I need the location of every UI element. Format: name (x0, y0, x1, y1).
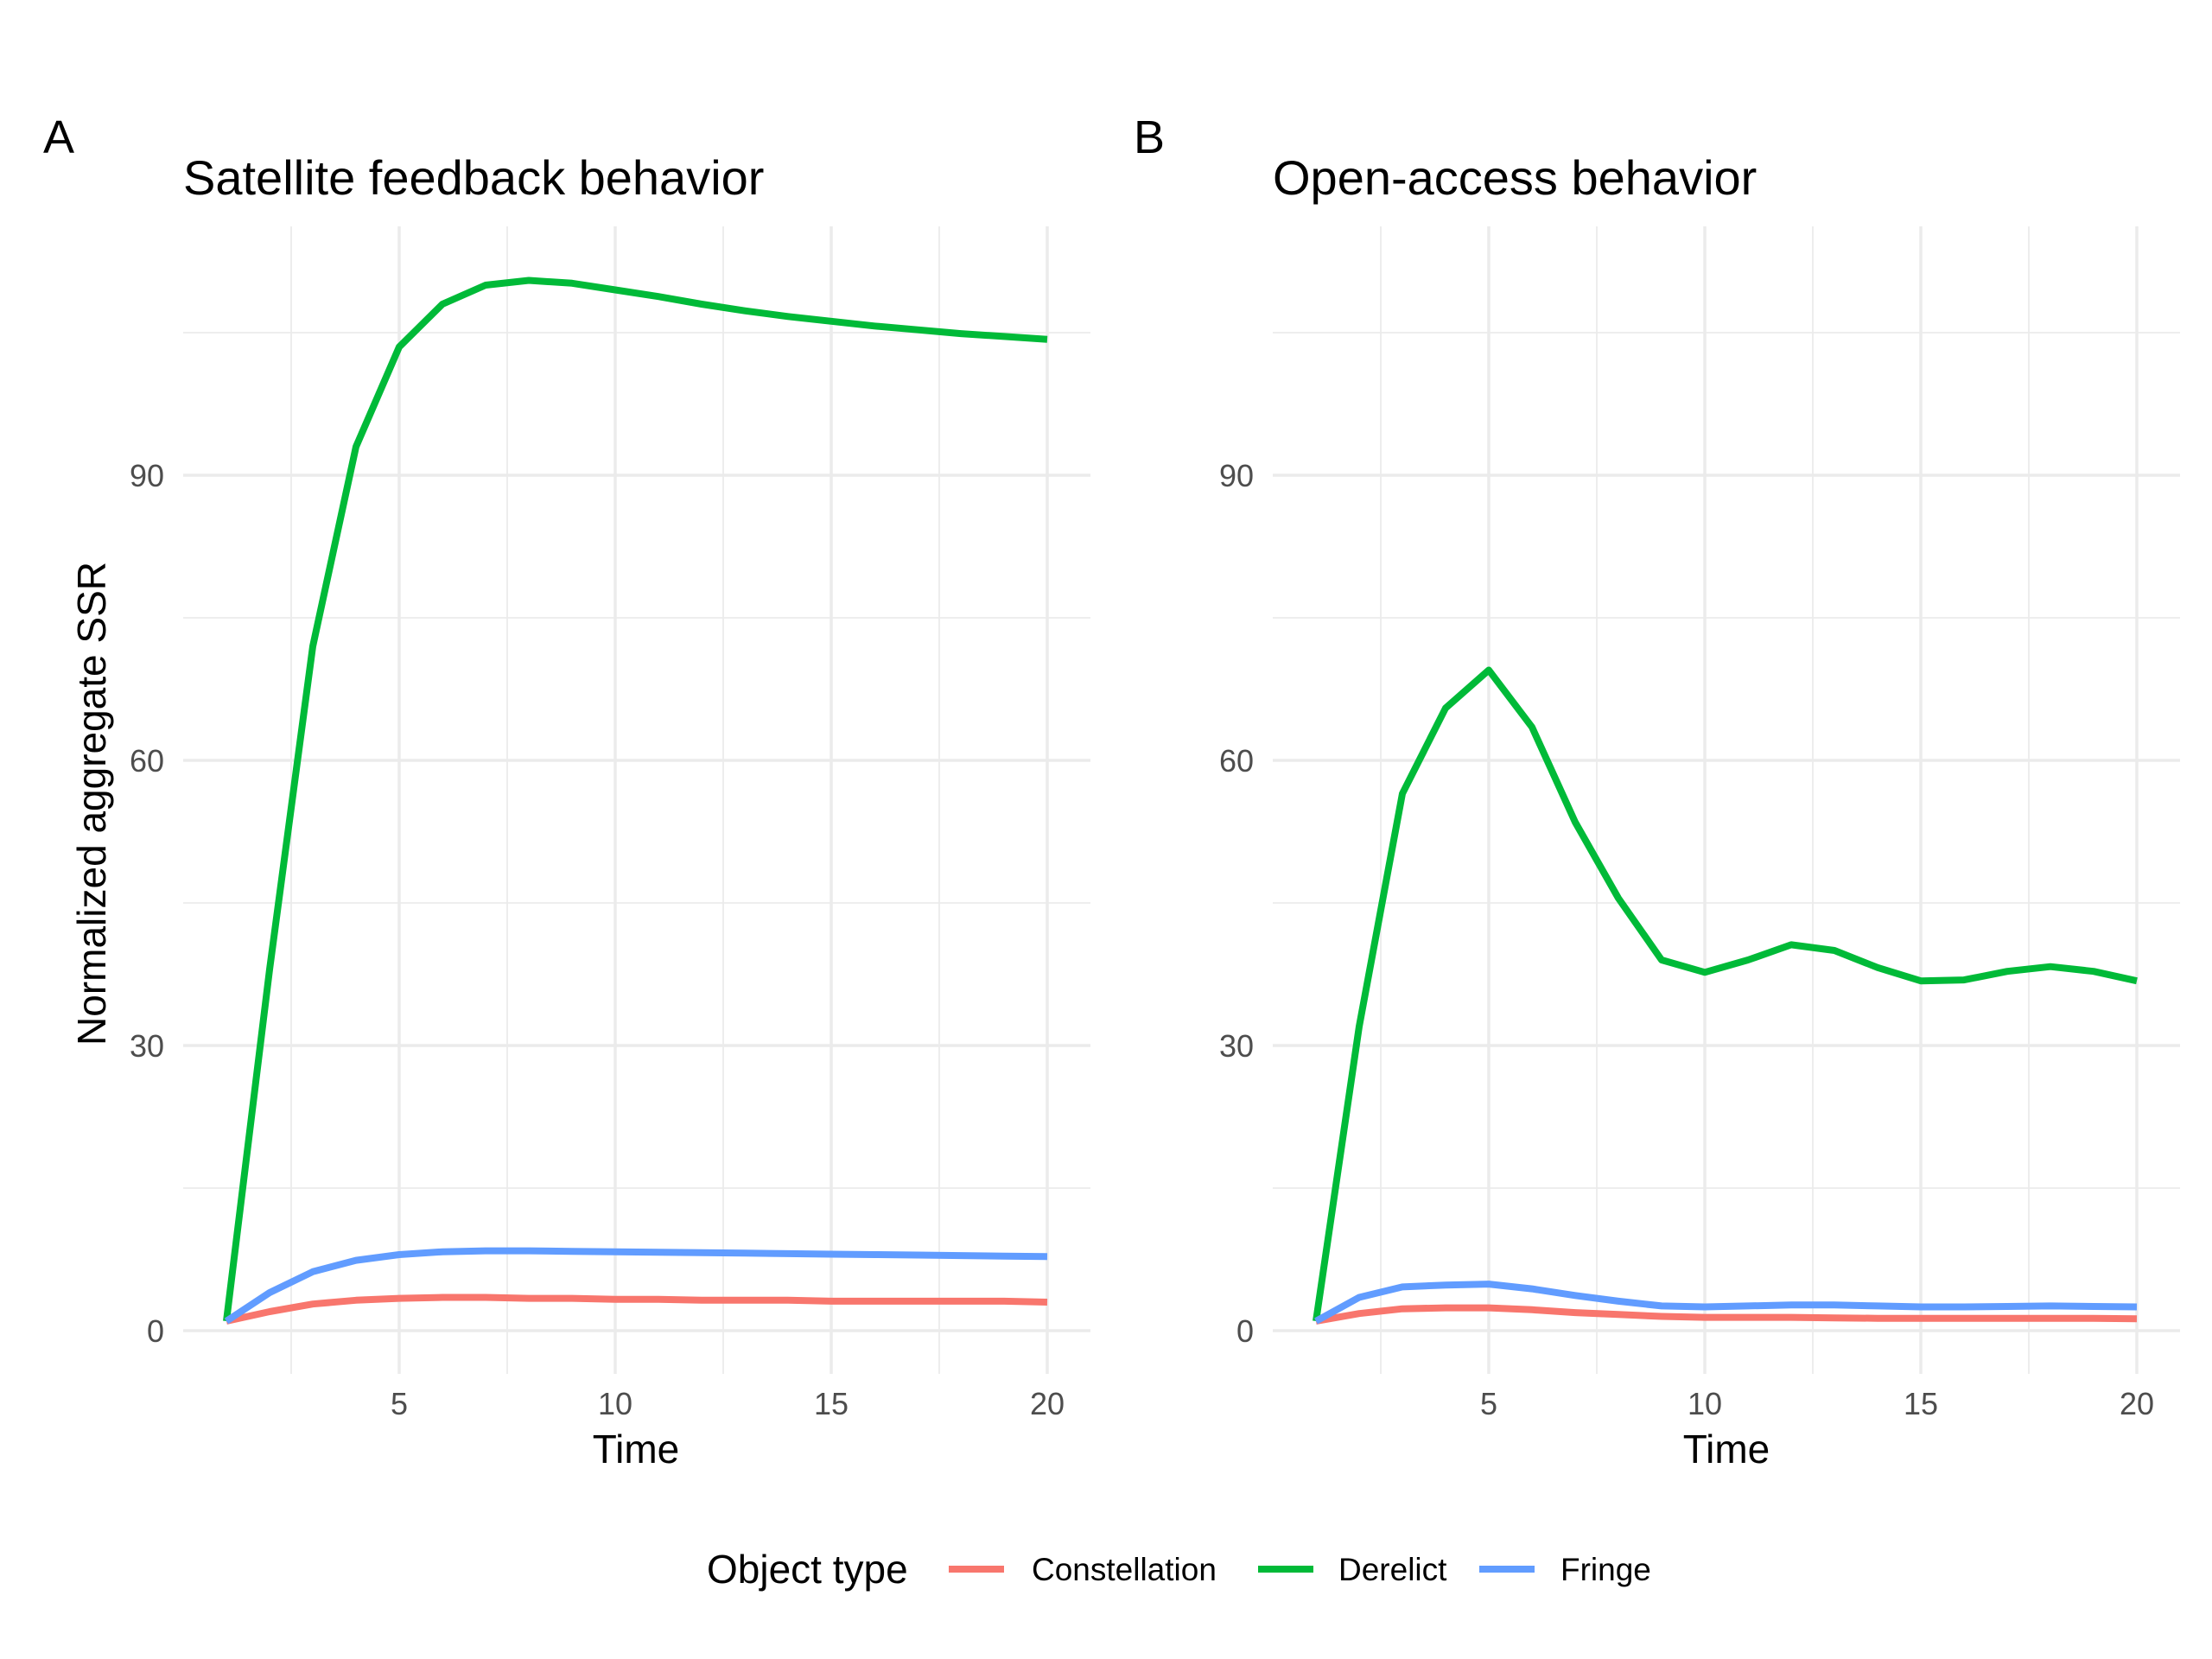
panel-a-title: Satellite feedback behavior (183, 150, 764, 205)
panel-a-x-tick-label: 5 (391, 1386, 408, 1421)
panel-a-line-fringe (224, 1247, 1048, 1325)
panel-b-title: Open-access behavior (1273, 150, 1757, 205)
y-axis-title: Normalized aggregate SSR (69, 562, 114, 1046)
panel-b-y-tick-label: 30 (1219, 1028, 1254, 1064)
panel-b-line-derelict (1313, 666, 2138, 1322)
panel-b-line-constellation (1315, 1304, 2138, 1325)
panel-b-y-tick-label: 90 (1219, 458, 1254, 493)
panel-b-y-tick-label: 60 (1219, 743, 1254, 779)
panel-b-y-tick-label: 0 (1236, 1313, 1254, 1349)
panel-a-y-tick-label: 30 (130, 1028, 164, 1064)
panel-letter-a: A (43, 111, 74, 163)
panel-b-x-tick-labels: 5 10 15 20 (1480, 1386, 2154, 1421)
panel-a-series (223, 276, 1048, 1325)
panel-b-grid (1273, 226, 2180, 1374)
panel-a-x-tick-labels: 5 10 15 20 (391, 1386, 1065, 1421)
panel-b-x-tick-label: 15 (1904, 1386, 1938, 1421)
panel-a-x-axis-title: Time (593, 1427, 680, 1471)
panel-b-y-tick-labels: 0 30 60 90 (1219, 458, 1254, 1349)
panel-b-x-tick-label: 5 (1480, 1386, 1497, 1421)
panel-b-series (1313, 666, 2138, 1325)
legend-label-constellation: Constellation (1032, 1552, 1217, 1587)
panel-b-line-fringe (1314, 1281, 2138, 1325)
panel-a-y-tick-label: 90 (130, 458, 164, 493)
panel-a-y-tick-label: 60 (130, 743, 164, 779)
legend-title: Object type (707, 1547, 908, 1592)
panel-b-x-tick-label: 10 (1688, 1386, 1722, 1421)
legend-label-fringe: Fringe (1560, 1552, 1651, 1587)
panel-a: A Satellite feedback behavior 5 10 15 20 0 3… (43, 111, 1090, 1471)
panel-letter-b: B (1134, 111, 1165, 163)
panel-a-y-tick-labels: 0 30 60 90 (130, 458, 164, 1349)
legend: Object type Constellation Derelict Fring… (707, 1547, 1651, 1592)
panel-a-line-derelict (223, 276, 1048, 1322)
panel-b: B Open-access behavior 5 10 15 20 0 30 60 90 T… (1134, 111, 2180, 1471)
panel-b-x-tick-label: 20 (2120, 1386, 2154, 1421)
panel-a-y-tick-label: 0 (147, 1313, 164, 1349)
panel-a-x-tick-label: 15 (814, 1386, 849, 1421)
panel-a-line-constellation (226, 1294, 1048, 1325)
legend-label-derelict: Derelict (1338, 1552, 1447, 1587)
panel-a-grid (183, 226, 1090, 1374)
panel-a-x-tick-label: 20 (1030, 1386, 1065, 1421)
panel-a-x-tick-label: 10 (598, 1386, 632, 1421)
panel-b-x-axis-title: Time (1683, 1427, 1770, 1471)
